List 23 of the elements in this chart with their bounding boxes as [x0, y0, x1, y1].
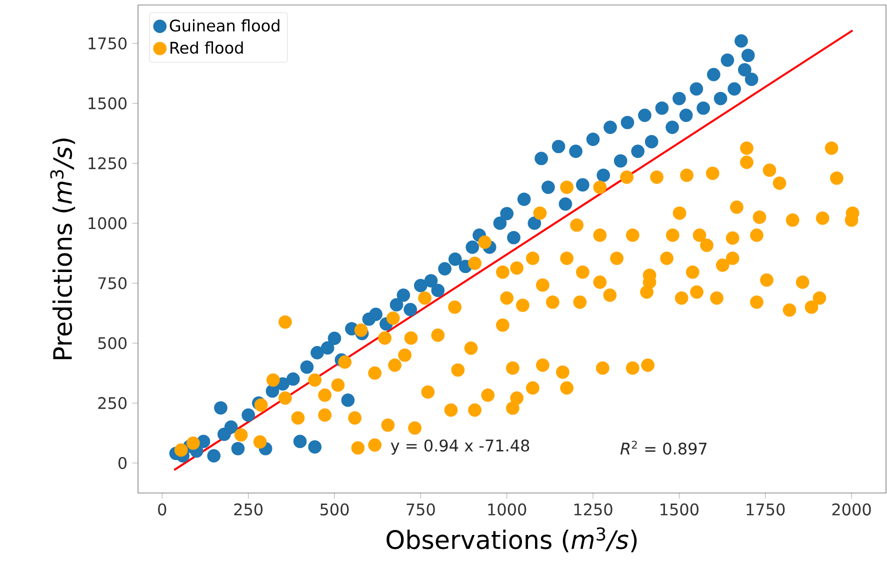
annotation: y = 0.94 x -71.48: [390, 439, 530, 455]
x-tick-label: 0: [158, 503, 166, 516]
y-axis-title: Predictions (m$^{3}$/s): [50, 138, 76, 360]
y-tick-label: 0: [118, 456, 127, 470]
y-tick-label: 750: [98, 277, 127, 290]
y-tick-label: 500: [98, 337, 127, 350]
y-tick-label: 1500: [88, 97, 127, 110]
x-tick-label: 750: [406, 503, 435, 516]
x-tick-label: 1000: [488, 503, 526, 516]
x-tick-label: 500: [320, 503, 349, 516]
legend-label: Guinean flood: [170, 19, 280, 32]
x-tick-label: 1500: [660, 503, 698, 516]
x-tick-label: 2000: [832, 503, 871, 516]
y-tick-label: 1000: [88, 217, 127, 230]
y-tick-label: 1250: [88, 157, 127, 170]
x-tick-label: 250: [234, 503, 263, 516]
annotation: R$^{2}$ = 0.897: [620, 440, 707, 455]
y-tick-label: 250: [98, 397, 127, 410]
x-axis-title: Observations (m$^{3}$/s): [386, 527, 637, 552]
x-tick-label: 1250: [574, 503, 612, 516]
y-tick-label: 1750: [88, 37, 127, 50]
legend-label: Red flood: [170, 41, 243, 54]
x-tick-label: 1750: [746, 503, 785, 516]
